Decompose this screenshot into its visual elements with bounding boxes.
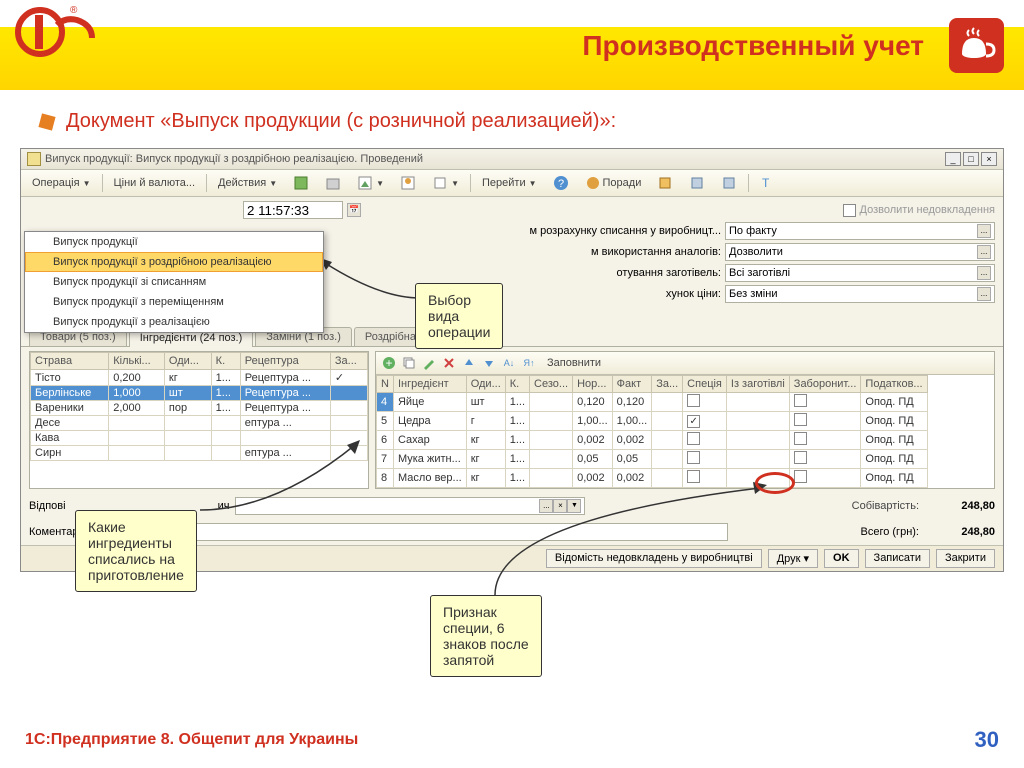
table-row[interactable]: Берлінське1,000шт1...Рецептура ...	[31, 386, 368, 401]
window-icon	[27, 152, 41, 166]
table-row[interactable]: 6Сахаркг1...0,0020,002Опод. ПД	[377, 431, 928, 450]
calc-mode-label: м розрахунку списання у виробницт...	[529, 225, 721, 237]
menu-item-0[interactable]: Випуск продукції	[25, 232, 323, 252]
edit-icon[interactable]	[420, 354, 438, 372]
table-row[interactable]: Тісто0,200кг1...Рецептура ...✓	[31, 370, 368, 386]
ok-button[interactable]: OK	[824, 549, 859, 568]
menu-item-2[interactable]: Випуск продукції зі списанням	[25, 272, 323, 292]
slide-number: 30	[975, 727, 999, 753]
svg-text:+: +	[385, 356, 392, 370]
menu-item-1[interactable]: Випуск продукції з роздрібною реалізаціє…	[25, 252, 323, 272]
tips-button[interactable]: Поради	[578, 172, 649, 194]
toolbar-icon-a[interactable]	[650, 172, 680, 194]
resp-label: Відпові	[29, 500, 66, 512]
calendar-button[interactable]: 📅	[347, 203, 361, 217]
resp-select[interactable]: ...×▼	[235, 497, 585, 515]
print-button[interactable]: Друк ▾	[768, 549, 818, 568]
menu-item-4[interactable]: Випуск продукції з реалізацією	[25, 312, 323, 332]
cost-label: Собівартість:	[852, 500, 919, 512]
up-icon[interactable]	[460, 354, 478, 372]
callout-spice: Признак специи, 6 знаков после запятой	[430, 595, 542, 677]
window-title: Випуск продукції: Випуск продукції з роз…	[45, 153, 941, 165]
logo-1c: ®	[15, 5, 100, 60]
total-value: 248,80	[925, 526, 995, 538]
toolbar-icon-c[interactable]	[714, 172, 744, 194]
right-table-panel: + A↓ Я↑ Заповнити NІнгредієнтОди...К.Сез…	[375, 351, 995, 489]
left-table[interactable]: СтраваКількі...Оди...К.РецептураЗа...Тіс…	[30, 352, 368, 461]
svg-text:?: ?	[557, 178, 563, 190]
analog-select[interactable]: Дозволити...	[725, 243, 995, 261]
sort-az-icon[interactable]: A↓	[500, 354, 518, 372]
operation-dropdown: Випуск продукції Випуск продукції з розд…	[24, 231, 324, 333]
app-window: Випуск продукції: Випуск продукції з роз…	[20, 148, 1004, 572]
callout-operation: Выбор вида операции	[415, 283, 503, 349]
right-table-toolbar: + A↓ Я↑ Заповнити	[376, 352, 994, 375]
down-icon[interactable]	[480, 354, 498, 372]
price-label: хунок ціни:	[666, 288, 721, 300]
table-row[interactable]: Сирнептура ...	[31, 446, 368, 461]
svg-text:®: ®	[70, 5, 78, 16]
slide-title: Производственный учет	[582, 30, 924, 62]
prices-button[interactable]: Ціни й валюта...	[107, 174, 203, 192]
window-titlebar: Випуск продукції: Випуск продукції з роз…	[21, 149, 1003, 170]
table-row[interactable]: 8Масло вер...кг1...0,0020,002Опод. ПД	[377, 469, 928, 488]
price-select[interactable]: Без зміни...	[725, 285, 995, 303]
save-button[interactable]: Записати	[865, 549, 930, 568]
slide-footer-text: 1С:Предприятие 8. Общепит для Украины	[25, 731, 358, 749]
cube-icon	[38, 113, 55, 130]
table-row[interactable]: 5Цедраг1...1,00...1,00...✓Опод. ПД	[377, 412, 928, 431]
toolbar-icon-d[interactable]: Т	[753, 172, 783, 194]
toolbar-icon-2[interactable]	[318, 172, 348, 194]
fill-button[interactable]: Заповнити	[540, 354, 608, 372]
analog-label: м використання аналогів:	[591, 246, 721, 258]
add-icon[interactable]: +	[380, 354, 398, 372]
actions-button[interactable]: Действия▼	[211, 174, 284, 192]
subtitle-row: Документ «Выпуск продукции (с розничной …	[0, 90, 1024, 143]
callout-ingredients: Какие ингредиенты списались на приготовл…	[75, 510, 197, 592]
maximize-button[interactable]: □	[963, 152, 979, 166]
prep-select[interactable]: Всі заготівлі...	[725, 264, 995, 282]
slide-header: ® Производственный учет	[0, 0, 1024, 90]
slide-footer: 1С:Предприятие 8. Общепит для Украины 30	[25, 727, 999, 753]
operation-button[interactable]: Операція▼	[25, 174, 98, 192]
toolbar-icon-1[interactable]	[286, 172, 316, 194]
table-row[interactable]: 7Мука житн...кг1...0,050,05Опод. ПД	[377, 450, 928, 469]
subtitle-text: Документ «Выпуск продукции (с розничной …	[66, 110, 616, 133]
goto-button[interactable]: Перейти▼	[475, 174, 544, 192]
prep-label: отування заготівель:	[616, 267, 721, 279]
right-table[interactable]: NІнгредієнтОди...К.Сезо...Нор...ФактЗа..…	[376, 375, 928, 488]
help-icon[interactable]: ?	[546, 172, 576, 194]
toolbar-icon-3[interactable]: ▼	[350, 172, 391, 194]
table-row[interactable]: Десеептура ...	[31, 416, 368, 431]
table-row[interactable]: Кава	[31, 431, 368, 446]
toolbar-icon-5[interactable]: ▼	[425, 172, 466, 194]
close-action-button[interactable]: Закрити	[936, 549, 995, 568]
total-label: Всего (грн):	[861, 526, 920, 538]
comment-label: Коментар:	[29, 526, 82, 538]
sort-za-icon[interactable]: Я↑	[520, 354, 538, 372]
close-button[interactable]: ×	[981, 152, 997, 166]
left-table-panel: СтраваКількі...Оди...К.РецептураЗа...Тіс…	[29, 351, 369, 489]
allow-under-label: Дозволити недовкладення	[860, 204, 995, 216]
minimize-button[interactable]: _	[945, 152, 961, 166]
table-row[interactable]: 4Яйцешт1...0,1200,120Опод. ПД	[377, 393, 928, 412]
date-input[interactable]	[243, 201, 343, 219]
calc-mode-select[interactable]: По факту...	[725, 222, 995, 240]
menu-item-3[interactable]: Випуск продукції з переміщенням	[25, 292, 323, 312]
main-toolbar: Операція▼ Ціни й валюта... Действия▼ ▼ ▼…	[21, 170, 1003, 197]
svg-text:Т: Т	[762, 176, 770, 190]
coffee-icon	[949, 18, 1004, 73]
cost-value: 248,80	[925, 500, 995, 512]
toolbar-icon-b[interactable]	[682, 172, 712, 194]
delete-icon[interactable]	[440, 354, 458, 372]
toolbar-icon-4[interactable]	[393, 172, 423, 194]
copy-icon[interactable]	[400, 354, 418, 372]
report-button[interactable]: Відомість недовкладень у виробництві	[546, 549, 762, 568]
table-row[interactable]: Вареники2,000пор1...Рецептура ...	[31, 401, 368, 416]
allow-under-checkbox[interactable]	[843, 204, 856, 217]
